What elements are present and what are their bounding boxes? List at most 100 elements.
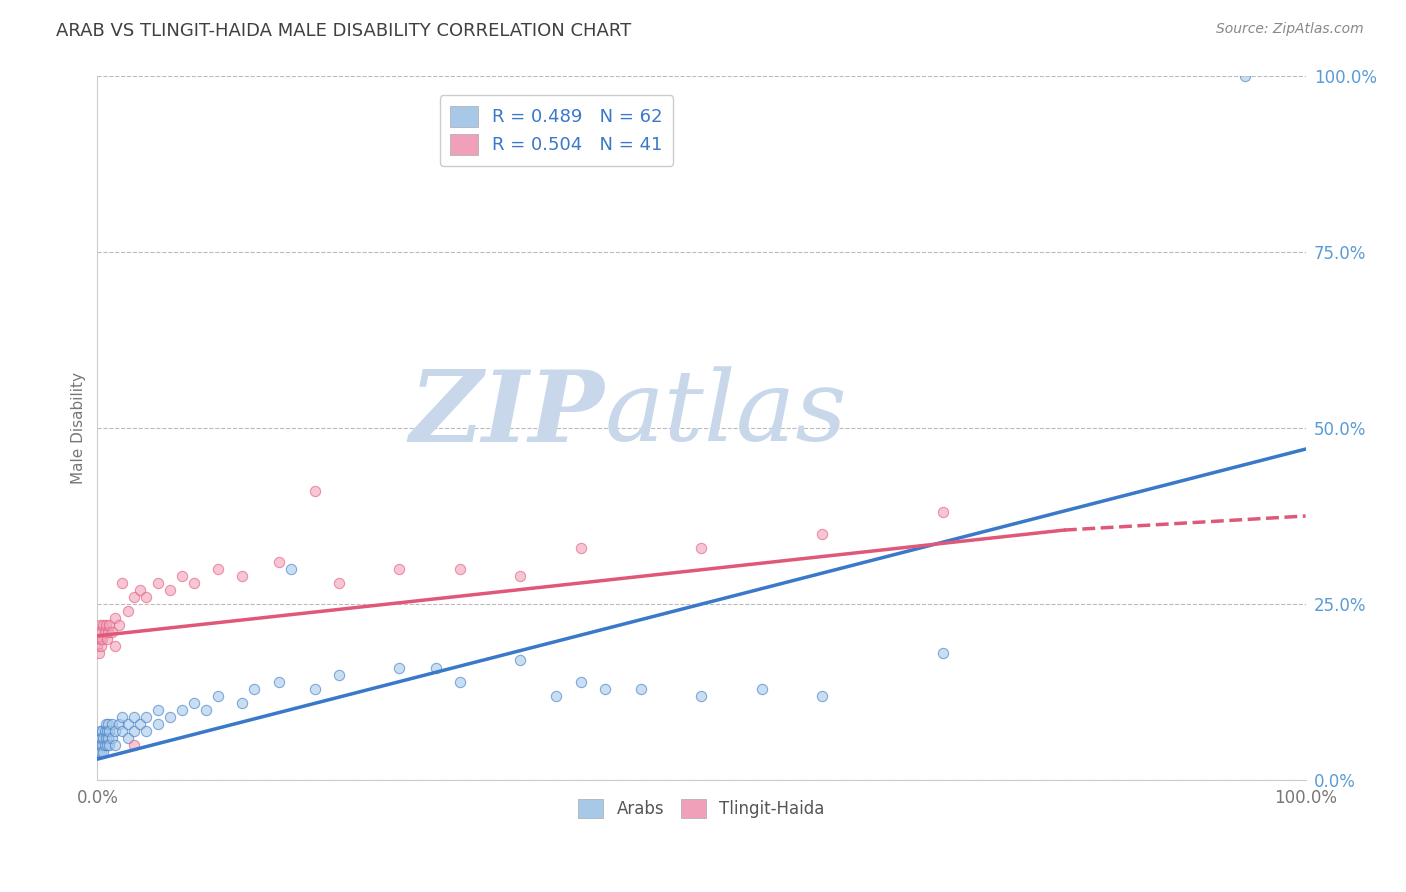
Point xyxy=(425,660,447,674)
Point xyxy=(751,681,773,696)
Point xyxy=(630,681,652,696)
Point xyxy=(328,576,350,591)
Point xyxy=(811,526,834,541)
Point xyxy=(96,738,118,752)
Point xyxy=(388,660,411,674)
Point xyxy=(87,647,110,661)
Point xyxy=(569,541,592,555)
Point xyxy=(90,731,112,745)
Point xyxy=(546,689,568,703)
Point xyxy=(90,745,112,759)
Point xyxy=(328,667,350,681)
Point xyxy=(280,562,302,576)
Text: ZIP: ZIP xyxy=(409,366,605,462)
Point xyxy=(170,703,193,717)
Point xyxy=(690,689,713,703)
Point xyxy=(146,717,169,731)
Point xyxy=(110,710,132,724)
Point xyxy=(932,506,955,520)
Point xyxy=(690,541,713,555)
Point xyxy=(86,632,108,647)
Point xyxy=(170,569,193,583)
Point xyxy=(101,731,124,745)
Point xyxy=(90,640,112,654)
Point xyxy=(87,731,110,745)
Point xyxy=(98,723,121,738)
Point xyxy=(146,703,169,717)
Point xyxy=(117,604,139,618)
Point xyxy=(89,632,111,647)
Point xyxy=(91,632,114,647)
Point xyxy=(267,674,290,689)
Point xyxy=(101,717,124,731)
Point xyxy=(122,738,145,752)
Point xyxy=(91,738,114,752)
Point xyxy=(87,745,110,759)
Legend: Arabs, Tlingit-Haida: Arabs, Tlingit-Haida xyxy=(572,792,831,825)
Point xyxy=(89,618,111,632)
Point xyxy=(146,576,169,591)
Point xyxy=(159,582,181,597)
Point xyxy=(128,582,150,597)
Point xyxy=(94,731,117,745)
Point xyxy=(86,745,108,759)
Point xyxy=(93,723,115,738)
Point xyxy=(101,625,124,640)
Point xyxy=(593,681,616,696)
Point xyxy=(104,640,127,654)
Point xyxy=(86,640,108,654)
Point xyxy=(93,625,115,640)
Point xyxy=(449,562,471,576)
Point xyxy=(93,618,115,632)
Point xyxy=(135,590,157,604)
Point xyxy=(90,625,112,640)
Text: Source: ZipAtlas.com: Source: ZipAtlas.com xyxy=(1216,22,1364,37)
Point xyxy=(135,723,157,738)
Point xyxy=(97,625,120,640)
Point xyxy=(110,723,132,738)
Point xyxy=(509,569,531,583)
Point xyxy=(117,717,139,731)
Point xyxy=(96,632,118,647)
Point xyxy=(117,731,139,745)
Point xyxy=(110,576,132,591)
Point xyxy=(231,696,253,710)
Point xyxy=(207,562,229,576)
Point xyxy=(128,717,150,731)
Point xyxy=(96,723,118,738)
Point xyxy=(183,696,205,710)
Point xyxy=(388,562,411,576)
Point xyxy=(183,576,205,591)
Point xyxy=(135,710,157,724)
Point xyxy=(93,745,115,759)
Point xyxy=(1234,69,1257,83)
Point xyxy=(86,738,108,752)
Point xyxy=(195,703,218,717)
Point xyxy=(91,723,114,738)
Point xyxy=(243,681,266,696)
Point xyxy=(93,731,115,745)
Point xyxy=(89,723,111,738)
Point xyxy=(122,590,145,604)
Text: ARAB VS TLINGIT-HAIDA MALE DISABILITY CORRELATION CHART: ARAB VS TLINGIT-HAIDA MALE DISABILITY CO… xyxy=(56,22,631,40)
Point xyxy=(94,618,117,632)
Y-axis label: Male Disability: Male Disability xyxy=(72,372,86,484)
Point xyxy=(89,738,111,752)
Point xyxy=(122,723,145,738)
Point xyxy=(267,555,290,569)
Point xyxy=(231,569,253,583)
Point xyxy=(811,689,834,703)
Point xyxy=(98,738,121,752)
Point xyxy=(207,689,229,703)
Point xyxy=(108,717,131,731)
Point xyxy=(304,681,326,696)
Point xyxy=(104,738,127,752)
Point xyxy=(108,618,131,632)
Point xyxy=(104,611,127,625)
Point xyxy=(122,710,145,724)
Point xyxy=(87,625,110,640)
Point xyxy=(98,618,121,632)
Point xyxy=(509,653,531,667)
Point xyxy=(97,731,120,745)
Point xyxy=(159,710,181,724)
